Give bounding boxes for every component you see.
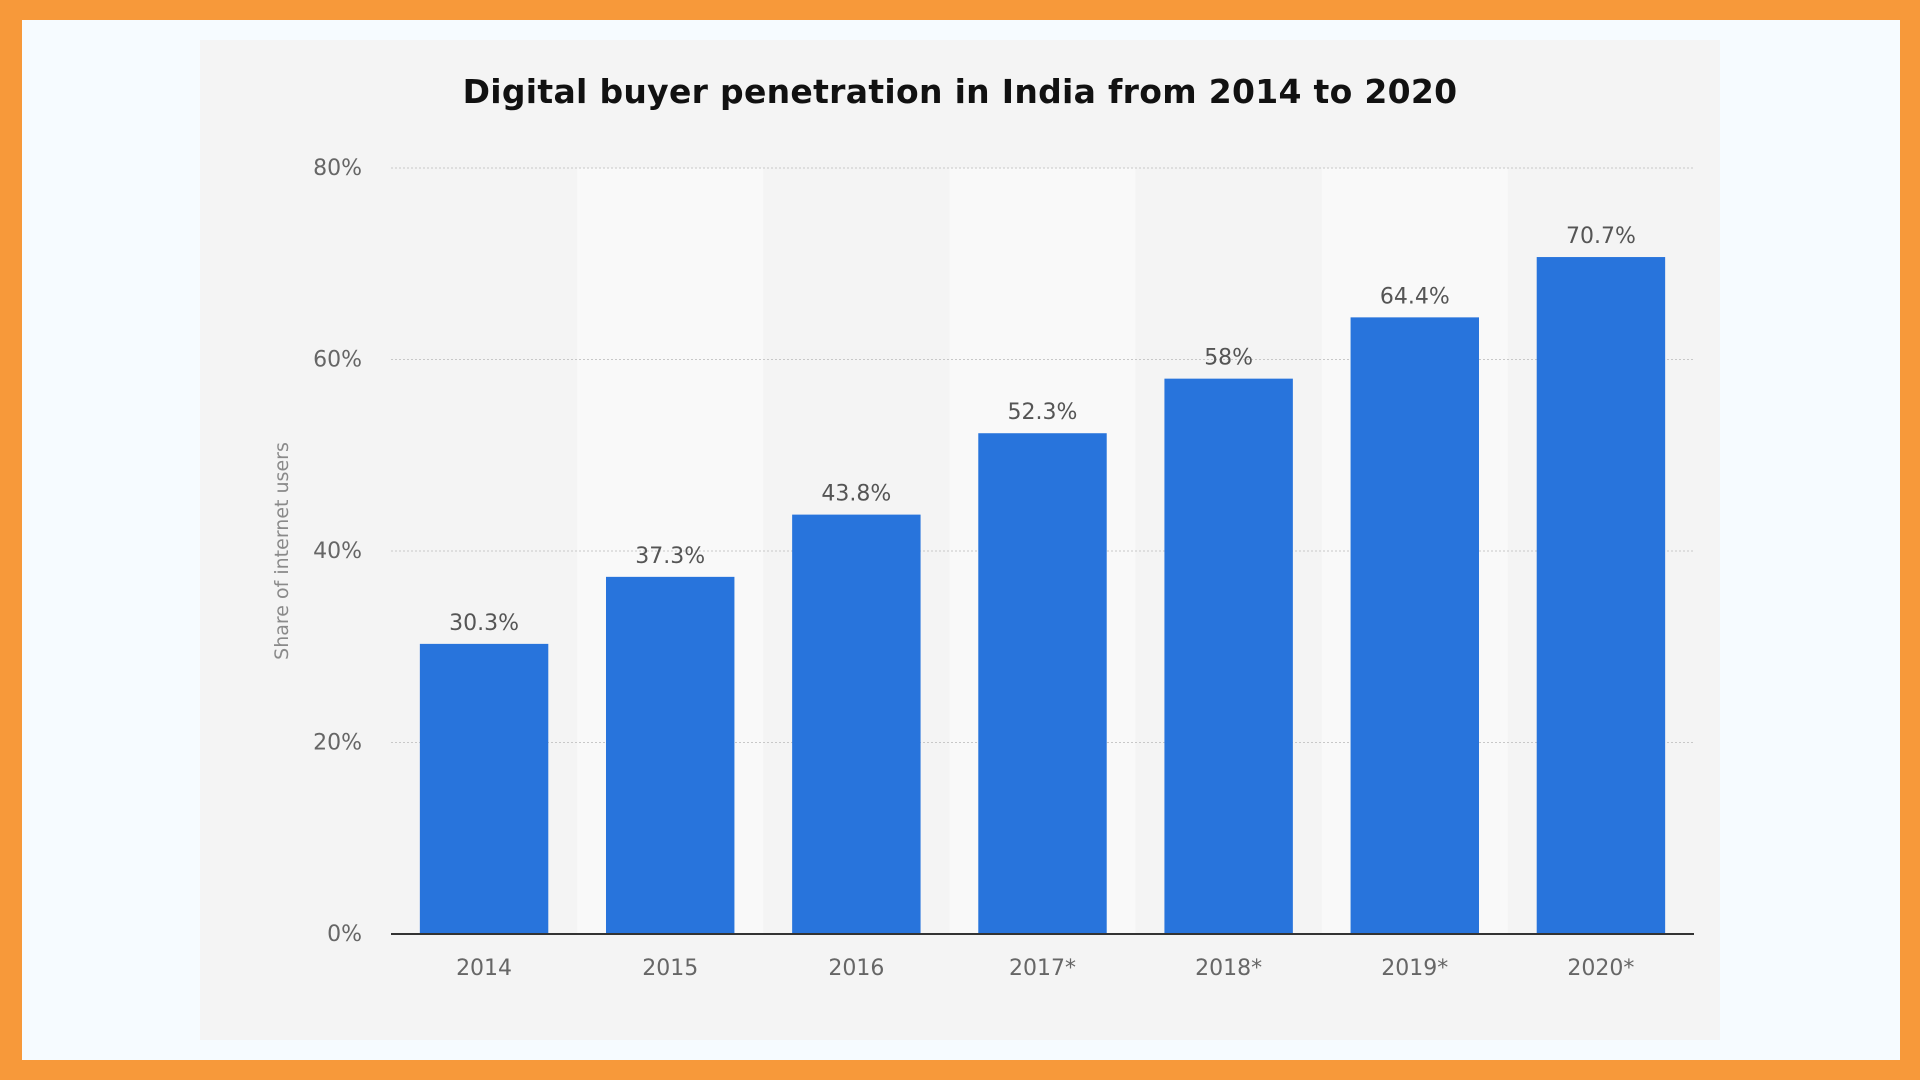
y-tick-label: 80% [313, 156, 362, 181]
data-label: 64.4% [1380, 284, 1450, 309]
x-tick-label: 2014 [456, 956, 512, 981]
x-tick-label: 2019* [1381, 956, 1448, 981]
data-label: 37.3% [635, 544, 705, 569]
y-tick-label: 0% [327, 922, 362, 947]
data-label: 43.8% [821, 482, 891, 507]
x-tick-label: 2018* [1195, 956, 1262, 981]
y-tick-label: 40% [313, 539, 362, 564]
y-tick-label: 20% [313, 731, 362, 756]
bar [605, 576, 735, 934]
data-label: 70.7% [1566, 224, 1636, 249]
x-tick-label: 2020* [1567, 956, 1634, 981]
bar [1536, 257, 1666, 934]
bar [792, 514, 921, 934]
bar [978, 433, 1107, 934]
x-tick-label: 2016 [828, 956, 884, 981]
data-label: 52.3% [1008, 400, 1078, 425]
bar [419, 643, 549, 934]
x-tick-label: 2017* [1009, 956, 1076, 981]
chart-title: Digital buyer penetration in India from … [462, 72, 1458, 111]
x-tick-label: 2015 [642, 956, 698, 981]
data-label: 58% [1204, 346, 1253, 371]
bar [1164, 378, 1293, 934]
data-label: 30.3% [449, 611, 519, 636]
y-tick-label: 60% [313, 348, 362, 373]
bar [1350, 317, 1480, 934]
